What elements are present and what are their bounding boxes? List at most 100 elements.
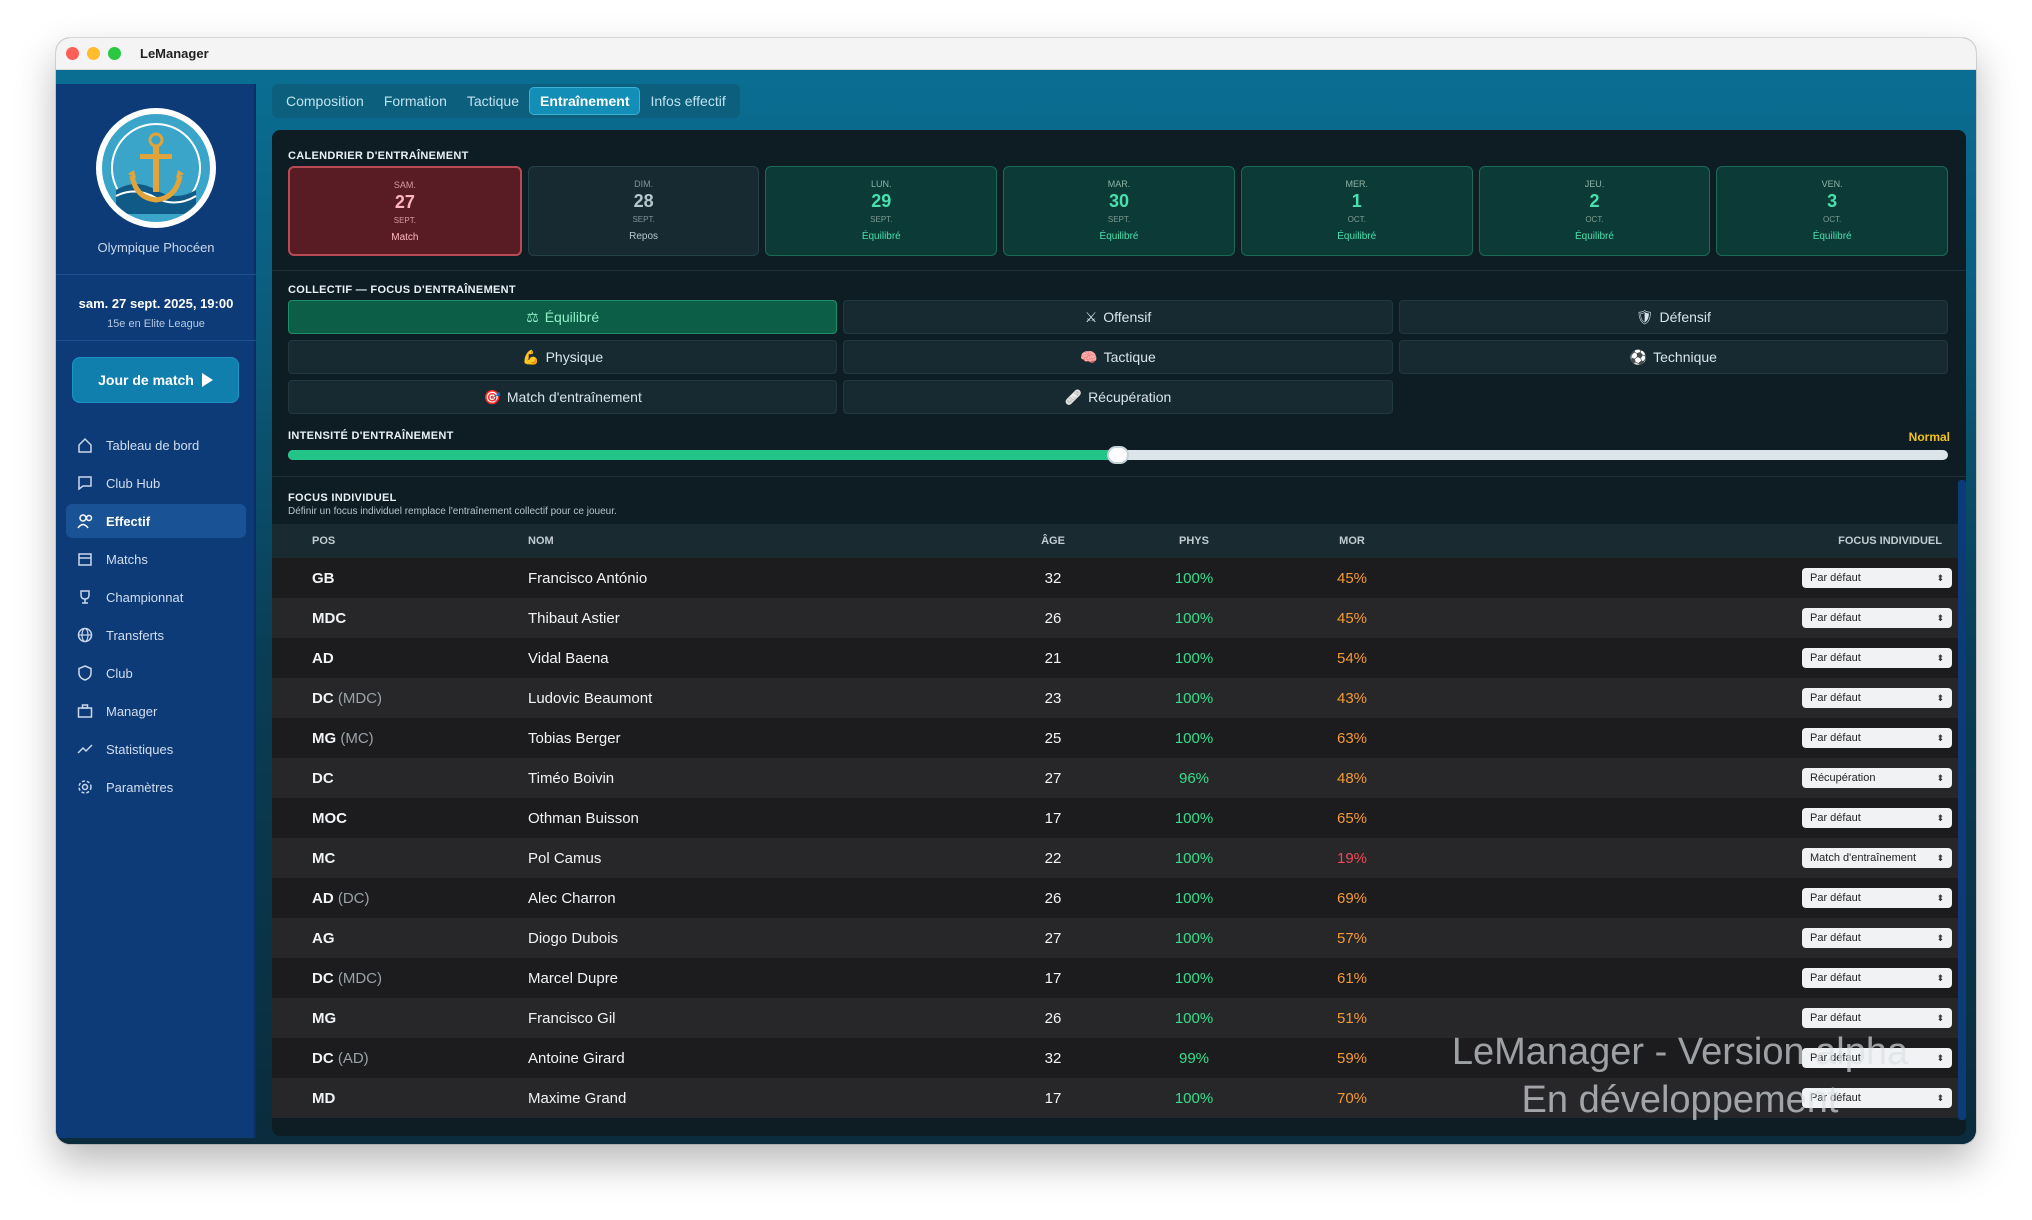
individual-focus-select[interactable]: Par défaut ⬍ [1802, 968, 1952, 988]
table-row[interactable]: MG Francisco Gil 26 100% 51% Par défaut ⬍ [272, 998, 1966, 1038]
table-row[interactable]: MOC Othman Buisson 17 100% 65% Par défaut ⬍ [272, 798, 1966, 838]
player-name[interactable]: Vidal Baena [528, 649, 609, 667]
table-row[interactable]: AD (DC) Alec Charron 26 100% 69% Par défaut ⬍ [272, 878, 1966, 918]
table-row[interactable]: DC (MDC) Marcel Dupre 17 100% 61% Par défaut ⬍ [272, 958, 1966, 998]
focus-option-defensif[interactable]: 🛡 Défensif [1398, 300, 1948, 334]
table-scrollbar[interactable] [1958, 480, 1966, 1120]
select-value: Par défaut [1810, 612, 1861, 624]
primary-position: DC [312, 769, 334, 787]
focus-cell: Par défaut ⬍ [1414, 728, 1966, 748]
sidebar-item-effectif[interactable]: Effectif [66, 504, 246, 538]
individual-focus-select[interactable]: Par défaut ⬍ [1802, 1088, 1952, 1108]
col-phys[interactable]: PHYS [1179, 535, 1209, 547]
table-row[interactable]: AG Diogo Dubois 27 100% 57% Par défaut ⬍ [272, 918, 1966, 958]
col-pos[interactable]: POS [312, 535, 336, 547]
col-focus[interactable]: FOCUS INDIVIDUEL [1838, 535, 1942, 547]
sidebar-nav: Tableau de bord Club Hub Effectif Matchs Cha… [66, 428, 246, 808]
focus-option-label: Match d'entraînement [506, 389, 642, 405]
individual-focus-select[interactable]: Par défaut ⬍ [1802, 1048, 1952, 1068]
player-position: DC (AD) [272, 1050, 528, 1067]
focus-option-recuperation[interactable]: 🩹 Récupération [843, 380, 1393, 414]
focus-option-match-d-entrainement[interactable]: 🎯 Match d'entraînement [288, 380, 838, 414]
day-activity: Équilibré [1812, 231, 1852, 242]
col-nom[interactable]: NOM [528, 535, 554, 547]
close-window-button[interactable] [66, 47, 79, 60]
table-row[interactable]: MD Maxime Grand 17 100% 70% Par défaut ⬍ [272, 1078, 1966, 1118]
calendar-day[interactable]: SAM. 27 SEPT. Match [288, 166, 522, 256]
player-name[interactable]: Alec Charron [528, 889, 616, 907]
calendar-day[interactable]: MER. 1 OCT. Équilibré [1240, 166, 1473, 256]
tab-formation[interactable]: Formation [383, 93, 447, 109]
table-row[interactable]: MDC Thibaut Astier 26 100% 45% Par défaut ⬍ [272, 598, 1966, 638]
player-name[interactable]: Timéo Boivin [528, 769, 615, 787]
player-phys: 100% [1174, 689, 1214, 707]
individual-focus-select[interactable]: Par défaut ⬍ [1802, 568, 1952, 588]
player-name[interactable]: Ludovic Beaumont [528, 689, 653, 707]
calendar-day[interactable]: MAR. 30 SEPT. Équilibré [1003, 166, 1235, 256]
sidebar-item-championnat[interactable]: Championnat [66, 580, 246, 614]
table-row[interactable]: MC Pol Camus 22 100% 19% Match d'entraînement… [272, 838, 1966, 878]
player-name[interactable]: Tobias Berger [528, 729, 621, 747]
minimize-window-button[interactable] [87, 47, 100, 60]
table-row[interactable]: GB Francisco António 32 100% 45% Par défaut ⬍ [272, 558, 1966, 598]
table-row[interactable]: MG (MC) Tobias Berger 25 100% 63% Par défaut ⬍ [272, 718, 1966, 758]
player-name[interactable]: Francisco António [528, 569, 648, 587]
focus-option-equilibre[interactable]: ⚖ Équilibré [288, 300, 838, 334]
individual-focus-select[interactable]: Récupération ⬍ [1802, 768, 1952, 788]
table-row[interactable]: DC (MDC) Ludovic Beaumont 23 100% 43% Par déf… [272, 678, 1966, 718]
player-name[interactable]: Maxime Grand [528, 1089, 627, 1107]
sidebar-item-club-hub[interactable]: Club Hub [66, 466, 246, 500]
sidebar-item-club[interactable]: Club [66, 656, 246, 690]
tab-entra-nement[interactable]: Entraînement [529, 87, 641, 115]
table-row[interactable]: DC (AD) Antoine Girard 32 99% 59% Par défaut ⬍ [272, 1038, 1966, 1078]
individual-focus-select[interactable]: Par défaut ⬍ [1802, 648, 1952, 668]
focus-option-tactique[interactable]: 🧠 Tactique [843, 340, 1393, 374]
player-name[interactable]: Thibaut Astier [528, 609, 620, 627]
player-age: 26 [1044, 609, 1062, 627]
player-name[interactable]: Diogo Dubois [528, 929, 619, 947]
player-name[interactable]: Antoine Girard [528, 1049, 625, 1067]
individual-focus-select[interactable]: Match d'entraînement ⬍ [1802, 848, 1952, 868]
focus-option-physique[interactable]: 💪 Physique [288, 340, 838, 374]
tab-infos-effectif[interactable]: Infos effectif [650, 93, 726, 109]
individual-focus-select[interactable]: Par défaut ⬍ [1802, 608, 1952, 628]
col-age[interactable]: ÂGE [1041, 535, 1065, 547]
calendar-day[interactable]: VEN. 3 OCT. Équilibré [1716, 166, 1949, 256]
player-name[interactable]: Francisco Gil [528, 1009, 616, 1027]
focus-option-technique[interactable]: ⚽ Technique [1398, 340, 1948, 374]
individual-focus-select[interactable]: Par défaut ⬍ [1802, 728, 1952, 748]
individual-focus-select[interactable]: Par défaut ⬍ [1802, 688, 1952, 708]
calendar-day[interactable]: DIM. 28 SEPT. Repos [527, 166, 760, 256]
player-age: 25 [1044, 729, 1062, 747]
individual-focus-select[interactable]: Par défaut ⬍ [1802, 808, 1952, 828]
tab-composition[interactable]: Composition [286, 93, 364, 109]
player-name[interactable]: Othman Buisson [528, 809, 639, 827]
focus-option-label: Physique [545, 349, 604, 365]
tab-tactique[interactable]: Tactique [466, 93, 520, 109]
individual-focus-select[interactable]: Par défaut ⬍ [1802, 888, 1952, 908]
player-phys: 100% [1174, 809, 1214, 827]
table-row[interactable]: AD Vidal Baena 21 100% 54% Par défaut ⬍ [272, 638, 1966, 678]
chat-icon [76, 474, 94, 492]
focus-option-offensif[interactable]: ⚔ Offensif [843, 300, 1393, 334]
sidebar-item-statistiques[interactable]: Statistiques [66, 732, 246, 766]
zoom-window-button[interactable] [108, 47, 121, 60]
individual-focus-select[interactable]: Par défaut ⬍ [1802, 928, 1952, 948]
table-row[interactable]: DC Timéo Boivin 27 96% 48% Récupération ⬍ [272, 758, 1966, 798]
sidebar-item-tableau-de-bord[interactable]: Tableau de bord [66, 428, 246, 462]
match-day-button[interactable]: Jour de match [72, 357, 239, 403]
intensity-slider-thumb[interactable] [1107, 446, 1129, 464]
sidebar-item-matchs[interactable]: Matchs [66, 542, 246, 576]
player-name[interactable]: Pol Camus [528, 849, 602, 867]
sidebar-item-transferts[interactable]: Transferts [66, 618, 246, 652]
calendar-day[interactable]: LUN. 29 SEPT. Équilibré [765, 166, 998, 256]
player-name[interactable]: Marcel Dupre [528, 969, 619, 987]
sidebar-item-manager[interactable]: Manager [66, 694, 246, 728]
calendar-day[interactable]: JEU. 2 OCT. Équilibré [1478, 166, 1711, 256]
day-month: SEPT. [393, 216, 416, 225]
sidebar-item-param-tres[interactable]: Paramètres [66, 770, 246, 804]
player-age: 17 [1044, 969, 1062, 987]
individual-focus-select[interactable]: Par défaut ⬍ [1802, 1008, 1952, 1028]
player-position: DC (MDC) [272, 970, 528, 987]
col-mor[interactable]: MOR [1339, 535, 1365, 547]
